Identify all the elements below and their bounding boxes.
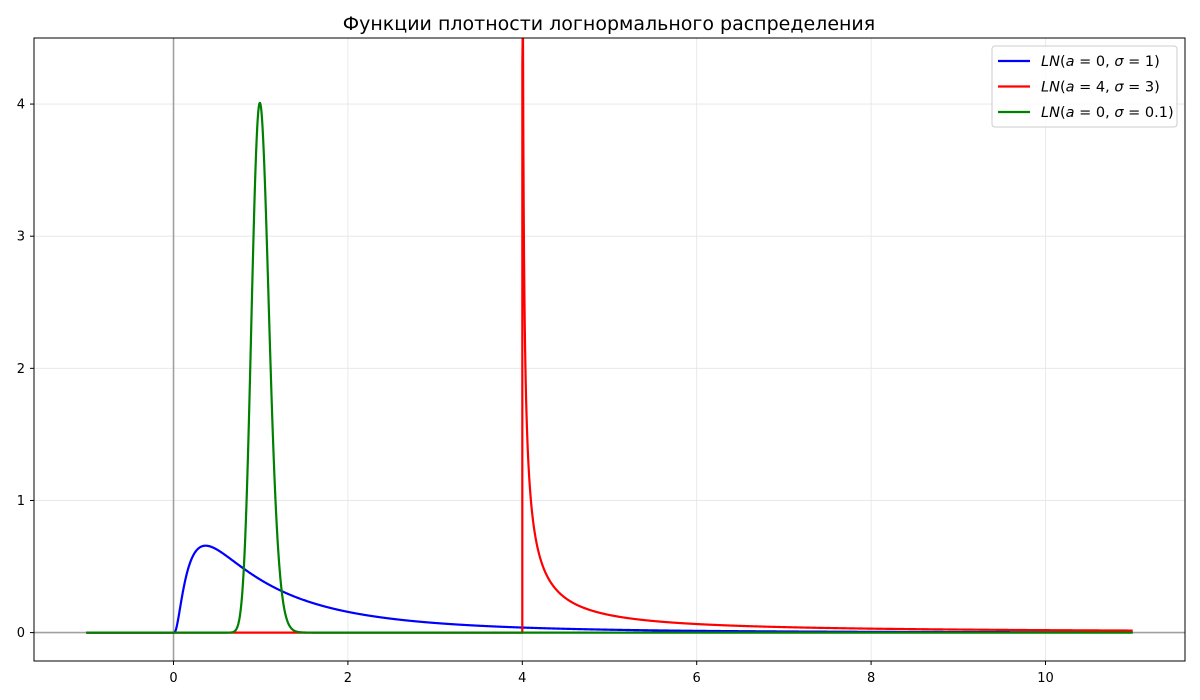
legend-box	[991, 45, 1178, 128]
x-tick-label: 0	[169, 671, 177, 686]
legend-label: LN(a = 4, σ = 3)	[1041, 80, 1160, 96]
x-tick-label: 2	[344, 671, 352, 686]
series-line	[85, 101, 1134, 634]
y-tick-label: 3	[17, 230, 25, 245]
y-tick-label: 0	[17, 626, 25, 641]
legend-label: LN(a = 0, σ = 0.1)	[1041, 105, 1174, 121]
x-tick-label: 4	[518, 671, 526, 686]
x-tick-label: 10	[1037, 671, 1054, 686]
legend-label: LN(a = 0, σ = 1)	[1041, 54, 1160, 70]
y-tick-label: 4	[17, 98, 25, 113]
x-tick-label: 8	[867, 671, 875, 686]
plot-frame	[33, 37, 1186, 662]
axis-ticks: 0 2 4 6 8 10 0 1 2 3 4	[17, 98, 1054, 686]
grid-lines	[34, 38, 1185, 661]
legend: LN(a = 0, σ = 1) LN(a = 4, σ = 3) LN(a = 0…	[991, 45, 1178, 128]
y-tick-label: 2	[17, 362, 25, 377]
series-line	[85, 38, 1134, 634]
zero-axes	[34, 38, 1185, 661]
series-lines	[85, 38, 1134, 634]
chart-title: Функции плотности логнормального распред…	[343, 13, 875, 35]
y-tick-label: 1	[17, 494, 25, 509]
x-tick-label: 6	[693, 671, 701, 686]
